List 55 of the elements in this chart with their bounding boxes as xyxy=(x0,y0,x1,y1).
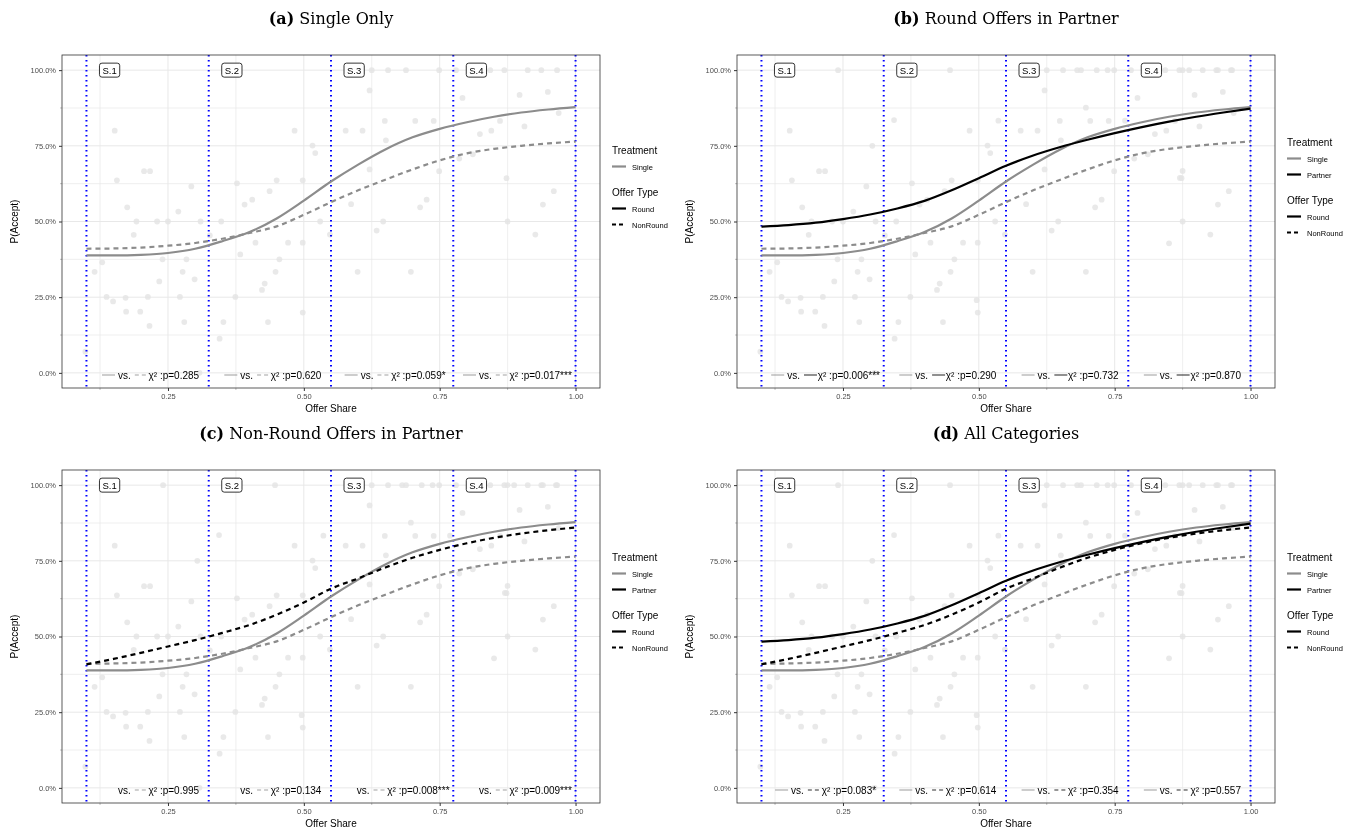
text: vs. χ² :p=0.009*** xyxy=(479,784,572,796)
text: vs. χ² :p=0.083* xyxy=(791,784,877,796)
text: vs. χ² :p=0.134 xyxy=(240,784,322,796)
ref-line-label: S.4 xyxy=(469,479,484,491)
ref-line-label: S.1 xyxy=(777,64,792,76)
text: vs. χ² :p=0.059* xyxy=(360,369,446,381)
text: vs. χ² :p=0.290 xyxy=(915,369,997,381)
text: Offer Type xyxy=(612,609,659,621)
text: vs. χ² :p=0.354 xyxy=(1037,784,1119,796)
x-axis-title: Offer Share xyxy=(980,818,1033,829)
ref-line-label: S.2 xyxy=(224,64,239,76)
ref-line-label: S.3 xyxy=(347,64,362,76)
text: vs. χ² :p=0.620 xyxy=(240,369,322,381)
y-axis-title: P(Accept) xyxy=(9,614,20,659)
ref-line-label: S.4 xyxy=(1144,479,1159,491)
ref-line-label: S.4 xyxy=(1144,64,1159,76)
ref-line-label: S.1 xyxy=(102,64,117,76)
ref-line-label: S.3 xyxy=(347,479,362,491)
ref-line-label: S.2 xyxy=(224,479,239,491)
chart-title: (c) Non-Round Offers in Partner xyxy=(199,424,464,443)
ref-line-label: S.2 xyxy=(899,64,914,76)
chart-title: (d) All Categories xyxy=(932,424,1080,443)
ref-line-label: S.1 xyxy=(102,479,117,491)
legend-title: Treatment xyxy=(1287,136,1333,148)
text: vs. χ² :p=0.557 xyxy=(1159,784,1241,796)
ref-line-label: S.3 xyxy=(1022,479,1037,491)
text: vs. χ² :p=0.008*** xyxy=(356,784,450,796)
text: vs. χ² :p=0.285 xyxy=(118,369,200,381)
text: vs. χ² :p=0.017*** xyxy=(479,369,572,381)
y-axis-title: P(Accept) xyxy=(684,614,695,659)
line-series xyxy=(760,107,1252,228)
x-axis-title: Offer Share xyxy=(305,818,358,829)
chart-title: (a) Single Only xyxy=(268,9,394,28)
ref-line-label: S.4 xyxy=(469,64,484,76)
text: Offer Type xyxy=(1287,609,1334,621)
ref-line-label: S.3 xyxy=(1022,64,1037,76)
text: Offer Type xyxy=(1287,194,1334,206)
text: vs. χ² :p=0.732 xyxy=(1037,369,1119,381)
x-axis-title: Offer Share xyxy=(980,403,1033,414)
x-axis-title: Offer Share xyxy=(305,403,358,414)
line-series xyxy=(760,105,1252,257)
chart-title: (b) Round Offers in Partner xyxy=(893,9,1120,28)
line-series xyxy=(85,105,577,257)
text: vs. χ² :p=0.614 xyxy=(915,784,997,796)
text: vs. χ² :p=0.995 xyxy=(118,784,200,796)
ref-line-label: S.2 xyxy=(899,479,914,491)
legend-title: Treatment xyxy=(612,551,658,563)
legend-title: Treatment xyxy=(612,144,658,156)
text: vs. χ² :p=0.006*** xyxy=(787,369,880,381)
legend-title: Treatment xyxy=(1287,551,1333,563)
y-axis-title: P(Accept) xyxy=(9,199,20,244)
y-axis-title: P(Accept) xyxy=(684,199,695,244)
text: Offer Type xyxy=(612,186,659,198)
ref-line-label: S.1 xyxy=(777,479,792,491)
text: vs. χ² :p=0.870 xyxy=(1159,369,1241,381)
